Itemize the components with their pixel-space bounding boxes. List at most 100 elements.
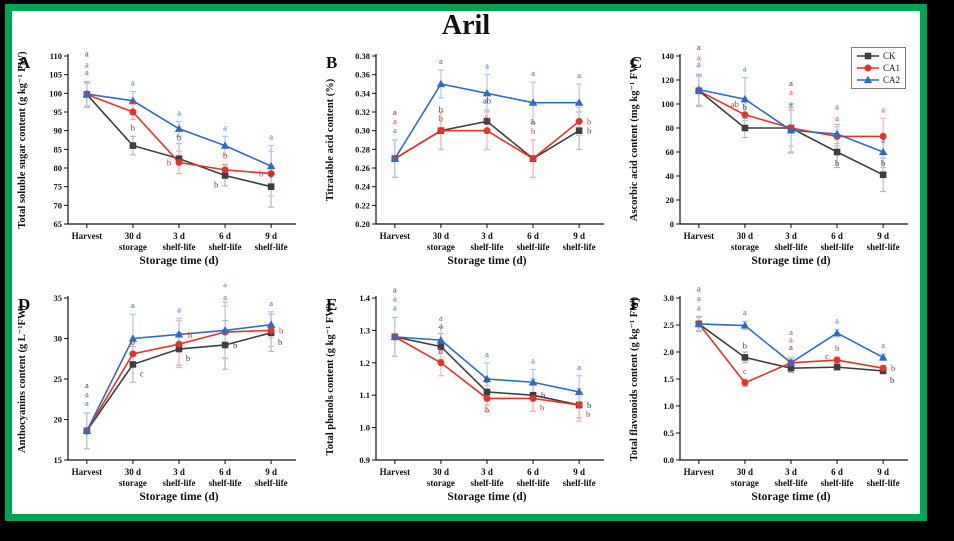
significance-letter: b [587, 400, 591, 410]
significance-letter: b [439, 114, 443, 124]
x-tick-label: 3 d [481, 231, 493, 241]
legend-label-ck: CK [883, 51, 896, 61]
svg-text:90: 90 [54, 126, 63, 136]
significance-letter: a [439, 56, 443, 66]
significance-letter: b [278, 337, 282, 347]
svg-text:0.30: 0.30 [355, 126, 370, 136]
svg-text:100: 100 [49, 88, 62, 98]
svg-text:0.5: 0.5 [663, 428, 674, 438]
x-tick-label: storage [731, 242, 759, 252]
x-axis-label: Storage time (d) [139, 255, 218, 267]
significance-letter: a [131, 77, 135, 87]
svg-text:2.5: 2.5 [663, 320, 674, 330]
significance-letter: b [890, 375, 894, 385]
x-tick-label: 6 d [527, 467, 539, 477]
significance-letter: a [697, 59, 701, 69]
x-tick-label: 30 d [737, 467, 753, 477]
x-tick-label: shelf-life [867, 478, 900, 488]
svg-text:120: 120 [661, 75, 674, 85]
svg-text:0.20: 0.20 [355, 219, 370, 229]
x-tick-label: 6 d [831, 231, 843, 241]
x-tick-label: Harvest [684, 231, 715, 241]
significance-letter: b [214, 179, 218, 189]
x-tick-label: 3 d [173, 231, 185, 241]
x-tick-label: shelf-life [255, 242, 288, 252]
significance-letter: a [789, 342, 793, 352]
significance-letter: b [835, 158, 839, 168]
x-tick-label: shelf-life [163, 242, 196, 252]
significance-letter: b [531, 126, 535, 136]
significance-letter: a [835, 315, 839, 325]
x-tick-label: shelf-life [209, 478, 242, 488]
significance-letter: a [697, 52, 701, 62]
significance-letter: b [259, 169, 263, 179]
x-tick-label: Harvest [684, 467, 715, 477]
significance-letter: b [177, 133, 181, 143]
x-tick-label: 6 d [831, 467, 843, 477]
svg-text:0.0: 0.0 [663, 455, 674, 465]
panel-letter: D [18, 295, 30, 314]
svg-text:0.9: 0.9 [359, 455, 370, 465]
x-tick-label: shelf-life [209, 242, 242, 252]
x-tick-label: 9 d [265, 467, 277, 477]
y-axis-label: Titratable acid content (%) [325, 78, 336, 201]
x-tick-label: shelf-life [775, 478, 808, 488]
x-tick-label: Harvest [380, 467, 411, 477]
significance-letter: a [881, 340, 885, 350]
significance-letter: b [439, 346, 443, 356]
svg-text:1.3: 1.3 [359, 325, 370, 335]
svg-text:1.0: 1.0 [663, 401, 674, 411]
panel-letter: C [630, 53, 642, 72]
significance-letter: b [586, 409, 590, 419]
significance-letter: ab [731, 99, 739, 109]
significance-letter: b [439, 105, 443, 115]
x-tick-label: 3 d [173, 467, 185, 477]
svg-text:70: 70 [54, 200, 63, 210]
significance-letter: a [85, 389, 89, 399]
panel-letter: E [326, 295, 337, 314]
significance-letter: a [881, 104, 885, 114]
x-tick-label: shelf-life [517, 242, 550, 252]
svg-text:40: 40 [666, 171, 675, 181]
figure-title: Aril [441, 10, 491, 41]
significance-letter: a [393, 302, 397, 312]
legend: CK CA1 CA2 [851, 47, 907, 89]
significance-letter: b [233, 340, 237, 350]
significance-letter: a [577, 362, 581, 372]
x-tick-label: shelf-life [563, 242, 596, 252]
y-axis-label: Ascorbic acid content (mg kg⁻¹ FW) [629, 58, 640, 221]
svg-text:100: 100 [661, 99, 674, 109]
significance-letter: a [439, 313, 443, 323]
significance-letter: a [223, 284, 227, 289]
x-tick-label: 6 d [219, 467, 231, 477]
svg-text:60: 60 [666, 147, 675, 157]
y-axis-label: Total flavonoids content (g kg⁻¹ FW) [629, 296, 640, 461]
x-tick-label: shelf-life [775, 242, 808, 252]
x-axis-label: Storage time (d) [751, 491, 830, 503]
significance-letter: a [223, 122, 227, 132]
svg-text:20: 20 [54, 415, 63, 425]
significance-letter: a [835, 101, 839, 111]
significance-letter: c [743, 366, 747, 376]
significance-letter: a [393, 125, 397, 135]
significance-letter: a [697, 293, 701, 303]
x-tick-label: 3 d [785, 467, 797, 477]
significance-letter: ab [483, 95, 491, 105]
significance-letter: b [485, 114, 489, 124]
x-tick-label: shelf-life [867, 242, 900, 252]
significance-letter: a [393, 293, 397, 303]
svg-text:35: 35 [54, 293, 63, 303]
significance-letter: a [835, 113, 839, 123]
svg-text:105: 105 [49, 70, 62, 80]
significance-letter: a [393, 284, 397, 294]
significance-letter: b [485, 404, 489, 414]
svg-text:110: 110 [50, 51, 62, 61]
svg-text:0.22: 0.22 [355, 200, 370, 210]
x-axis-label: Storage time (d) [751, 255, 830, 267]
svg-text:0.28: 0.28 [355, 144, 370, 154]
svg-text:0.36: 0.36 [355, 70, 370, 80]
panel-letter: F [630, 295, 640, 314]
x-tick-label: 30 d [125, 231, 141, 241]
